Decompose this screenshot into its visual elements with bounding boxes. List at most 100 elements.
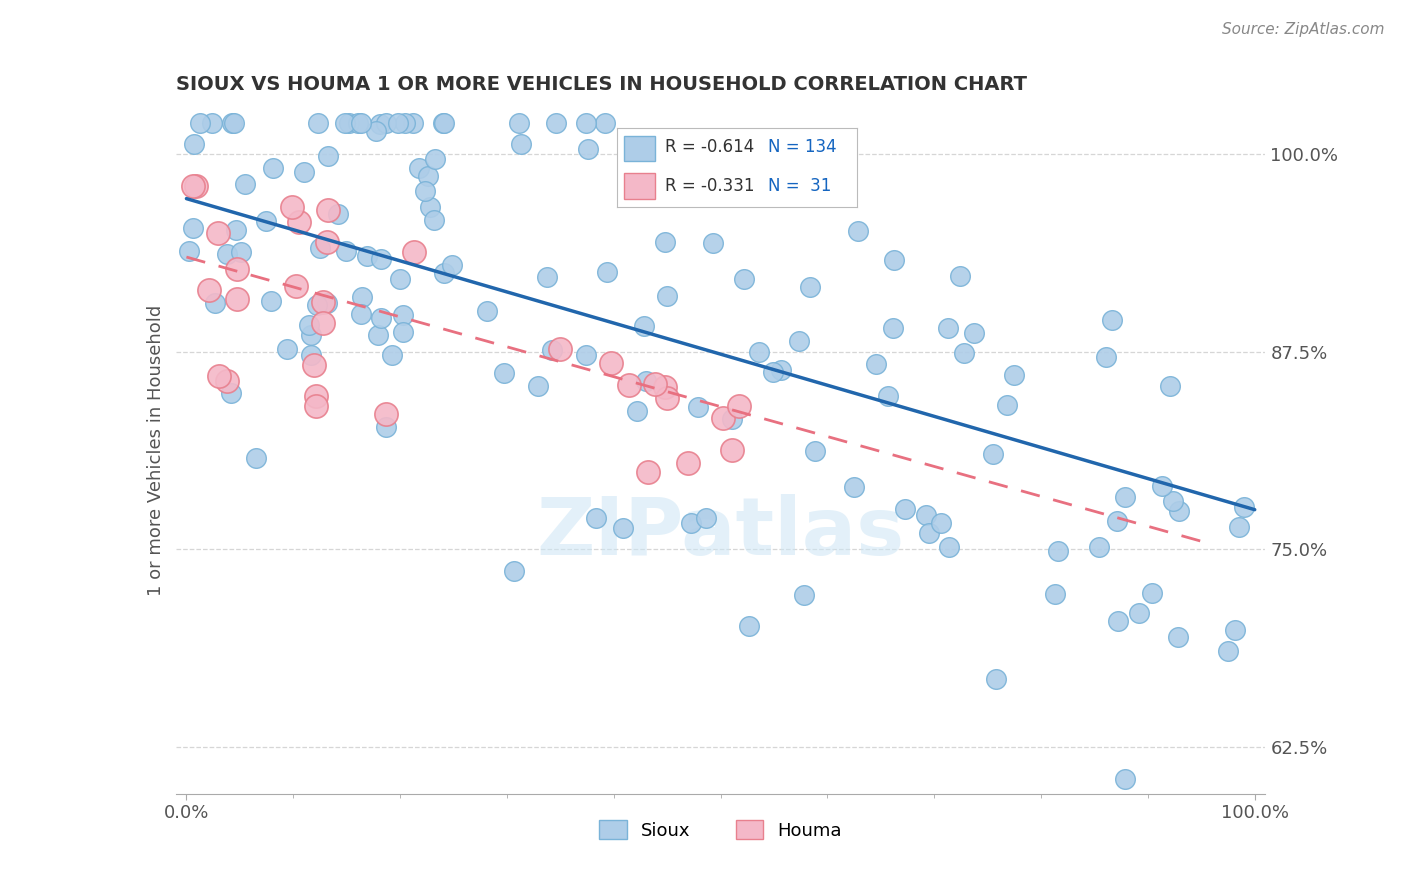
Point [370, 252, 392, 267]
Text: Source: ZipAtlas.com: Source: ZipAtlas.com [1222, 22, 1385, 37]
Point [877, 389, 900, 403]
Point [612, 521, 634, 535]
Point [738, 619, 761, 633]
Point [721, 442, 744, 457]
Point [799, 279, 821, 293]
Point [316, 295, 339, 310]
Point [186, 179, 208, 194]
Point [181, 179, 204, 194]
Point [637, 465, 659, 479]
Point [721, 412, 744, 426]
Point [1094, 350, 1116, 364]
Point [408, 161, 430, 176]
Point [686, 400, 709, 414]
Point [415, 184, 437, 198]
Point [1168, 504, 1191, 518]
Point [301, 327, 323, 342]
Point [644, 377, 666, 392]
Point [842, 480, 865, 494]
Point [416, 169, 439, 184]
Point [367, 327, 389, 342]
Point [356, 249, 378, 263]
Point [225, 223, 247, 237]
Point [350, 290, 373, 304]
Point [711, 411, 734, 425]
Point [626, 403, 648, 417]
Legend: Sioux, Houma: Sioux, Houma [599, 821, 842, 839]
Point [337, 116, 360, 130]
Point [929, 516, 952, 531]
Point [938, 540, 960, 554]
Text: R = -0.331: R = -0.331 [665, 178, 755, 195]
Point [402, 116, 425, 130]
Point [526, 379, 548, 393]
Point [276, 342, 298, 356]
Point [1223, 624, 1246, 638]
Point [510, 136, 533, 151]
Point [883, 252, 905, 267]
Point [433, 116, 456, 130]
Point [299, 348, 322, 362]
Point [288, 215, 311, 229]
Point [305, 399, 328, 413]
Point [548, 343, 571, 357]
Point [540, 343, 562, 357]
Point [262, 161, 284, 175]
Point [226, 261, 249, 276]
Point [793, 588, 815, 602]
Point [1114, 490, 1136, 504]
Y-axis label: 1 or more Vehicles in Household: 1 or more Vehicles in Household [146, 305, 165, 596]
Point [600, 356, 623, 370]
Text: N =  31: N = 31 [768, 178, 831, 195]
Point [893, 502, 915, 516]
Point [245, 450, 267, 465]
Point [318, 148, 340, 162]
Point [215, 246, 238, 260]
Point [233, 177, 256, 191]
Point [585, 511, 607, 525]
Text: N = 134: N = 134 [768, 138, 837, 156]
Point [219, 385, 242, 400]
Point [634, 374, 657, 388]
Point [918, 526, 941, 541]
Point [419, 200, 441, 214]
Point [335, 116, 357, 130]
Point [402, 244, 425, 259]
Point [1161, 494, 1184, 508]
Point [804, 444, 827, 458]
Point [298, 318, 321, 332]
Point [381, 348, 404, 362]
Point [311, 295, 333, 310]
Point [727, 400, 749, 414]
Point [432, 116, 454, 130]
Point [316, 203, 339, 218]
Point [679, 516, 702, 531]
Point [595, 265, 617, 279]
Point [368, 117, 391, 131]
Point [226, 292, 249, 306]
Point [183, 137, 205, 152]
Point [633, 319, 655, 334]
Point [575, 348, 598, 362]
Point [391, 308, 413, 322]
Point [654, 235, 676, 250]
Point [846, 224, 869, 238]
Point [770, 363, 793, 377]
Point [326, 207, 349, 221]
Point [1087, 540, 1109, 554]
Point [1233, 500, 1256, 514]
Point [1140, 586, 1163, 600]
Point [1227, 520, 1250, 534]
Point [302, 359, 325, 373]
Point [307, 297, 329, 311]
Point [375, 420, 398, 434]
Text: ZIPatlas: ZIPatlas [537, 494, 904, 572]
Point [654, 379, 676, 393]
Point [375, 407, 398, 421]
Point [188, 116, 211, 130]
Point [391, 326, 413, 340]
Point [204, 296, 226, 310]
Point [865, 357, 887, 371]
Text: R = -0.614: R = -0.614 [665, 138, 754, 156]
Point [676, 456, 699, 470]
